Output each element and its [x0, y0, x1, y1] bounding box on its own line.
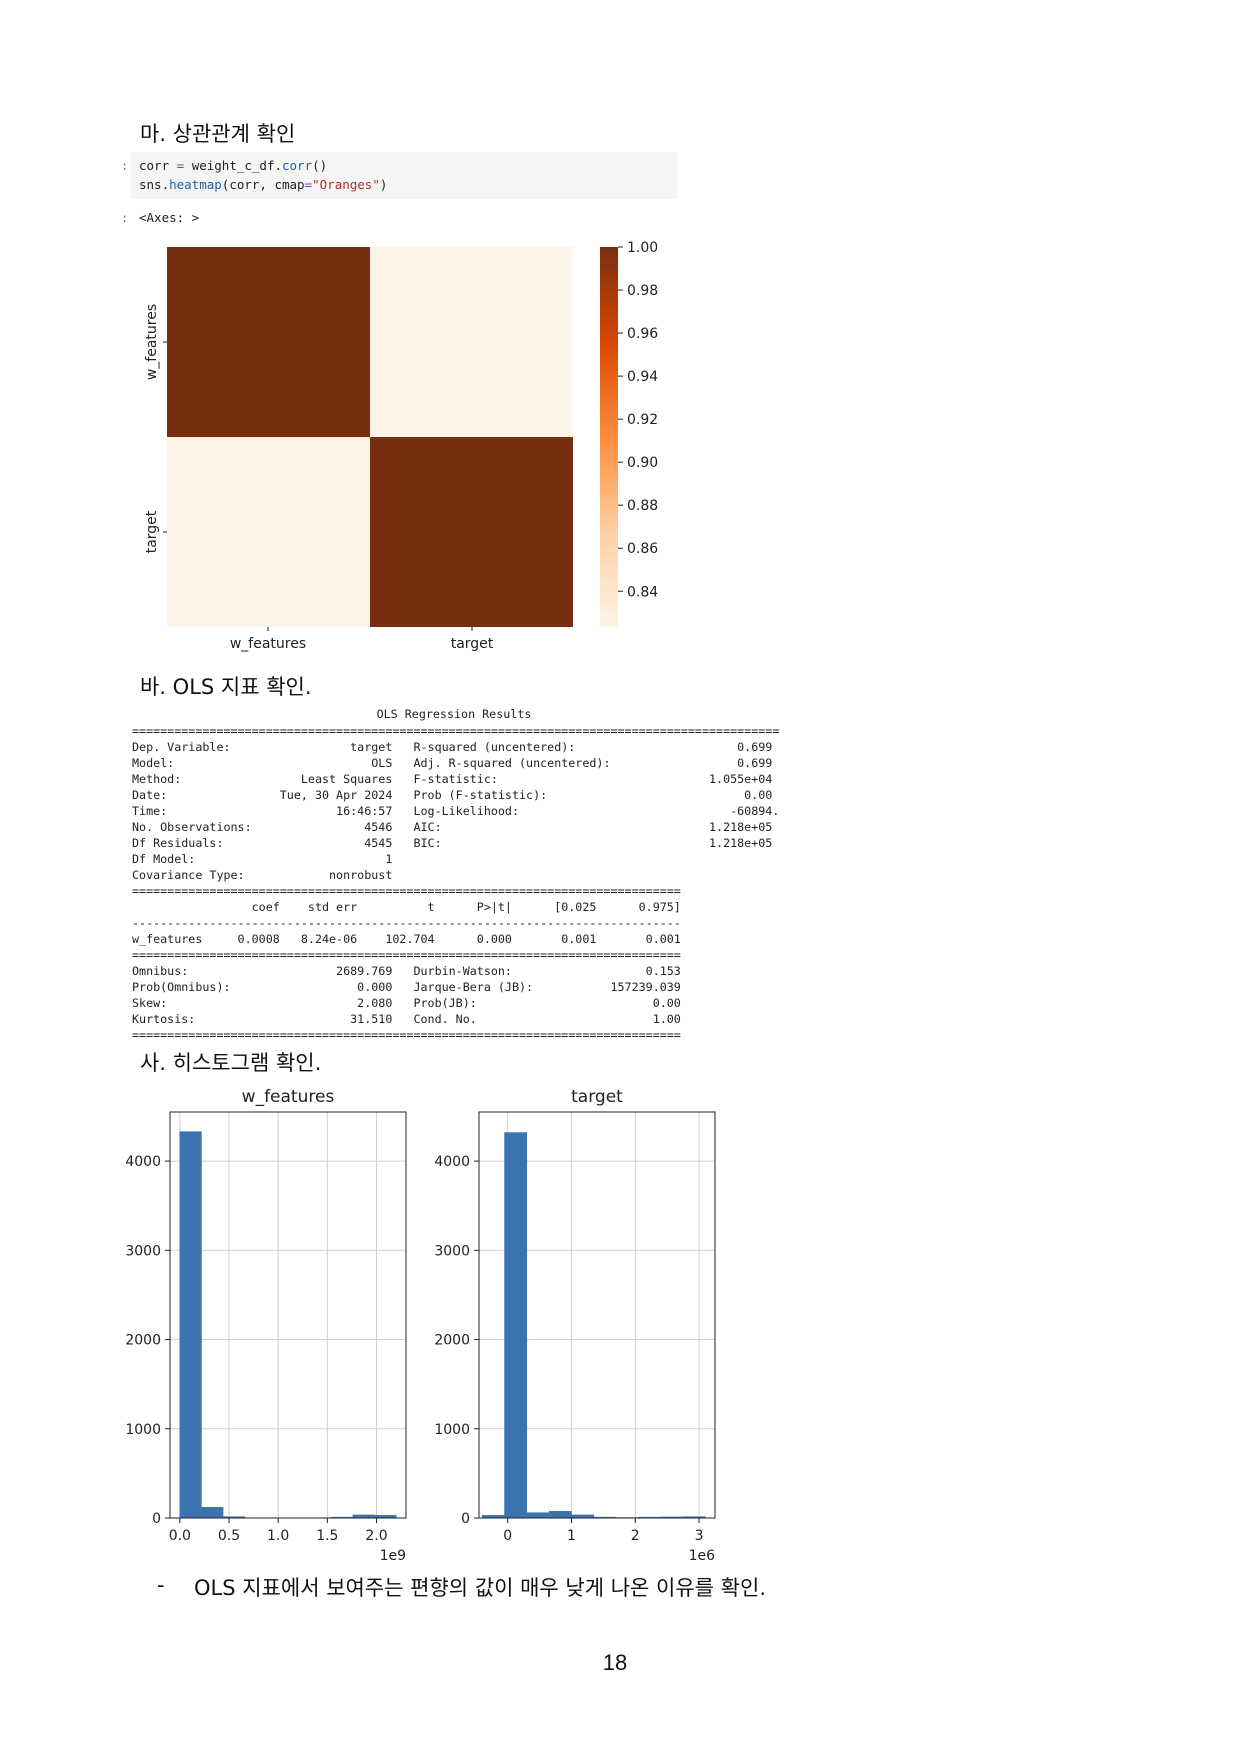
heatmap-col-label-target: target: [451, 636, 494, 652]
histogram-x-tick-label: 1.5: [316, 1528, 338, 1544]
histogram-panel: w_features 0 1000 2000 3000 4000 0.0 0.5 1.0 1.5 2…: [125, 1087, 716, 1564]
histogram-bar: [201, 1507, 224, 1519]
heatmap-cell-target-w_features: [167, 437, 370, 627]
code-cell-prompt: :: [121, 159, 129, 173]
colorbar-ticks: 1.00 0.98 0.96 0.94 0.92 0.90 0.88 0.86 0.84: [618, 240, 658, 600]
ols-line: coef std err t P>|t| [0.025 0.975]: [132, 900, 681, 914]
ols-line: Df Residuals: 4545 BIC: 1.218e+05: [132, 836, 773, 850]
colorbar-tick-label-6: 0.88: [627, 498, 658, 514]
histogram-y-tick-label: 3000: [434, 1243, 470, 1259]
ols-line: ========================================…: [132, 724, 780, 738]
histogram-y-tick-label: 3000: [125, 1243, 161, 1259]
histogram-bar: [504, 1132, 528, 1519]
ols-line: w_features 0.0008 8.24e-06 102.704 0.000…: [132, 932, 681, 946]
colorbar-tick-label-7: 0.86: [627, 541, 658, 557]
code-line-2: sns.heatmap(corr, cmap="Oranges"): [139, 177, 388, 192]
histogram-x-scale-label: 1e6: [689, 1548, 716, 1564]
colorbar-tick-label-5: 0.90: [627, 455, 658, 471]
histogram-x-tick-label: 1.0: [267, 1528, 289, 1544]
ols-line: Omnibus: 2689.769 Durbin-Watson: 0.153: [132, 964, 681, 978]
histogram-bar: [179, 1131, 202, 1519]
ols-line: Time: 16:46:57 Log-Likelihood: -60894.: [132, 804, 780, 818]
heatmap-row-label-w_features: w_features: [144, 304, 160, 380]
ols-line: No. Observations: 4546 AIC: 1.218e+05: [132, 820, 773, 834]
heatmap-row-label-target: target: [144, 510, 160, 553]
histogram-x-tick-label: 2: [631, 1528, 640, 1544]
ols-line: Kurtosis: 31.510 Cond. No. 1.00: [132, 1012, 681, 1026]
code-cell[interactable]: corr = weight_c_df.corr() sns.heatmap(co…: [131, 152, 677, 199]
ols-line: Skew: 2.080 Prob(JB): 0.00: [132, 996, 681, 1010]
bullet-text: OLS 지표에서 보여주는 편향의 값이 매우 낮게 나온 이유를 확인.: [194, 1576, 766, 1600]
histogram-x-tick-label: 0.0: [169, 1528, 191, 1544]
colorbar-tick-label-1: 0.98: [627, 283, 658, 299]
histogram-bar: [526, 1512, 550, 1519]
heatmap-cell-w_features-w_features: [167, 247, 370, 437]
histogram-frame: [169, 1111, 407, 1519]
page-number: 18: [602, 1650, 628, 1675]
ols-line: Dep. Variable: target R-squared (uncente…: [132, 740, 773, 754]
heatmap-colorbar: [600, 247, 618, 627]
section-heading-correlation: 마. 상관관계 확인: [140, 122, 296, 146]
histogram-x-scale-label: 1e9: [380, 1548, 406, 1564]
ols-line: Df Model: 1: [132, 852, 393, 866]
histogram-y-tick-label: 1000: [125, 1422, 161, 1438]
histogram-bar: [548, 1511, 572, 1519]
ols-line: Prob(Omnibus): 0.000 Jarque-Bera (JB): 1…: [132, 980, 681, 994]
bullet-dash: -: [157, 1573, 165, 1597]
histogram-0: w_features 0 1000 2000 3000 4000 0.0 0.5 1.0 1.5 2…: [125, 1087, 407, 1564]
ols-line: Date: Tue, 30 Apr 2024 Prob (F-statistic…: [132, 788, 773, 802]
histogram-x-tick-label: 0.5: [218, 1528, 240, 1544]
ols-line: ----------------------------------------…: [132, 916, 681, 930]
ols-line: ========================================…: [132, 884, 681, 898]
ols-title: OLS Regression Results: [376, 707, 532, 721]
output-prompt: :: [121, 211, 129, 225]
code-line-1: corr = weight_c_df.corr(): [139, 158, 328, 173]
section-heading-histogram: 사. 히스토그램 확인.: [140, 1051, 322, 1075]
histogram-y-tick-label: 4000: [125, 1154, 161, 1170]
colorbar-tick-label-2: 0.96: [627, 326, 658, 342]
histogram-y-tick-label: 0: [152, 1511, 161, 1527]
histogram-y-tick-label: 1000: [434, 1422, 470, 1438]
ols-line: ========================================…: [132, 1028, 681, 1042]
ols-line: Covariance Type: nonrobust: [132, 868, 393, 882]
histogram-y-tick-label: 4000: [434, 1154, 470, 1170]
heatmap-cell-target-target: [370, 437, 573, 627]
histogram-plot-area: [170, 1112, 406, 1518]
correlation-heatmap: w_features target w_features target 1.00…: [144, 240, 658, 652]
histogram-x-tick-label: 2.0: [365, 1528, 387, 1544]
histogram-x-tick-label: 0: [503, 1528, 512, 1544]
colorbar-tick-label-3: 0.94: [627, 369, 658, 385]
histogram-x-tick-label: 3: [695, 1528, 704, 1544]
histogram-x-tick-label: 1: [567, 1528, 576, 1544]
heatmap-cell-w_features-target: [370, 247, 573, 437]
ols-results-table: ========================================…: [132, 723, 780, 1043]
histogram-y-tick-label: 2000: [125, 1333, 161, 1349]
histogram-frame: [478, 1111, 716, 1519]
histogram-y-tick-label: 2000: [434, 1333, 470, 1349]
section-heading-ols: 바. OLS 지표 확인.: [140, 675, 312, 699]
heatmap-col-label-w_features: w_features: [230, 636, 306, 652]
histogram-title: target: [571, 1087, 623, 1107]
histogram-title: w_features: [242, 1087, 335, 1107]
ols-line: Method: Least Squares F-statistic: 1.055…: [132, 772, 773, 786]
ols-line: Model: OLS Adj. R-squared (uncentered): …: [132, 756, 773, 770]
histogram-1: target 0 1000 2000 3000 4000 0 1 2 3 1e6: [434, 1087, 716, 1564]
histogram-y-tick-label: 0: [461, 1511, 470, 1527]
colorbar-tick-label-0: 1.00: [627, 240, 658, 256]
ols-line: ========================================…: [132, 948, 681, 962]
colorbar-tick-label-4: 0.92: [627, 412, 658, 428]
colorbar-tick-label-8: 0.84: [627, 584, 658, 600]
output-text: <Axes: >: [139, 210, 200, 225]
